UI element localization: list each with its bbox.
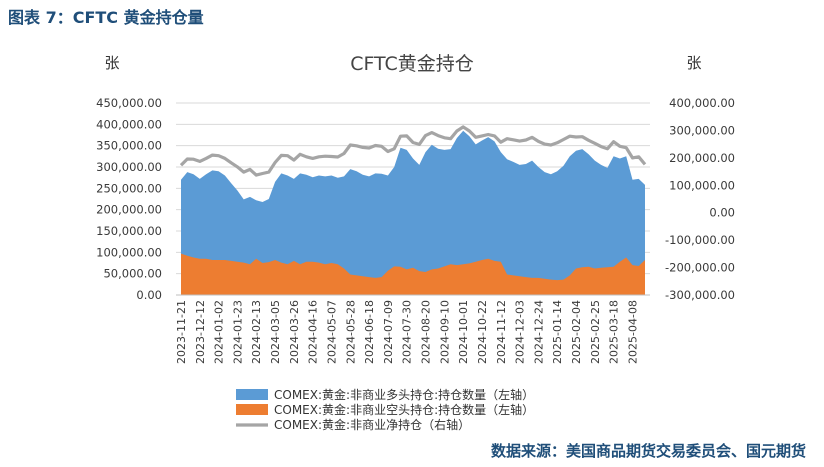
legend-label: COMEX:黄金:非商业净持仓（右轴） <box>274 417 470 432</box>
x-tick-label: 2023-11-21 <box>175 300 188 364</box>
x-tick-label: 2024-12-03 <box>514 300 527 364</box>
x-tick-label: 2025-03-18 <box>608 300 621 364</box>
x-tick-label: 2024-01-02 <box>213 300 226 364</box>
y-left-tick-label: 50,000.00 <box>103 267 162 281</box>
x-tick-label: 2024-09-10 <box>438 300 451 364</box>
x-tick-label: 2024-03-05 <box>269 300 282 364</box>
x-tick-label: 2025-02-25 <box>589 300 602 364</box>
y-right-tick-label: 100,000.00 <box>669 178 735 192</box>
y-left-tick-label: 0.00 <box>136 288 162 302</box>
y-left-tick-label: 200,000.00 <box>96 203 162 217</box>
chart-title: CFTC黄金持仓 <box>350 53 474 75</box>
x-tick-label: 2025-04-08 <box>626 300 639 364</box>
y-left-tick-label: 150,000.00 <box>96 224 162 238</box>
y-right-tick-label: 400,000.00 <box>669 96 735 110</box>
y-right-unit-label: 张 <box>686 54 701 72</box>
y-right-tick-label: -100,000.00 <box>665 233 735 247</box>
y-left-tick-label: 450,000.00 <box>96 96 162 110</box>
x-tick-label: 2024-10-01 <box>457 300 470 364</box>
x-tick-label: 2024-06-18 <box>363 300 376 364</box>
series-line-net <box>179 125 647 177</box>
x-tick-label: 2024-05-28 <box>344 300 357 364</box>
y-right-tick-label: -300,000.00 <box>665 288 735 302</box>
y-left-tick-label: 100,000.00 <box>96 245 162 259</box>
x-tick-label: 2024-07-30 <box>401 300 414 364</box>
series-layer <box>179 125 647 295</box>
series-area-short <box>181 253 645 295</box>
y-left-tick-label: 250,000.00 <box>96 181 162 195</box>
y-right-tick-label: 0.00 <box>709 206 735 220</box>
y-left-tick-label: 300,000.00 <box>96 160 162 174</box>
legend-label: COMEX:黄金:非商业空头持仓:持仓数量（左轴） <box>274 402 534 417</box>
x-tick-label: 2025-01-14 <box>551 300 564 364</box>
y-right-tick-label: -200,000.00 <box>665 261 735 275</box>
axis-layer: 0.00 50,000.00 100,000.00 150,000.00 200,000… <box>96 96 735 364</box>
legend: COMEX:黄金:非商业多头持仓:持仓数量（左轴）COMEX:黄金:非商业空头持… <box>236 387 534 432</box>
x-tick-label: 2024-03-26 <box>288 300 301 364</box>
y-left-tick-label: 400,000.00 <box>96 117 162 131</box>
x-tick-label: 2024-05-07 <box>325 300 338 364</box>
x-tick-label: 2024-08-20 <box>420 300 433 364</box>
x-tick-label: 2024-11-12 <box>495 300 508 364</box>
legend-swatch <box>236 389 268 400</box>
series-area-long <box>181 130 645 295</box>
source-note: 数据来源：美国商品期货交易委员会、国元期货 <box>490 442 806 460</box>
x-tick-label: 2025-02-04 <box>570 300 583 364</box>
y-right-tick-label: 200,000.00 <box>669 151 735 165</box>
x-tick-label: 2024-12-24 <box>532 300 545 364</box>
y-right-tick-label: 300,000.00 <box>669 123 735 137</box>
x-tick-label: 2024-04-16 <box>307 300 320 364</box>
x-tick-label: 2024-10-22 <box>476 300 489 364</box>
x-tick-label: 2023-12-12 <box>194 300 207 364</box>
x-tick-label: 2024-01-23 <box>231 300 244 364</box>
x-tick-label: 2024-07-09 <box>382 300 395 364</box>
y-left-tick-label: 350,000.00 <box>96 139 162 153</box>
legend-label: COMEX:黄金:非商业多头持仓:持仓数量（左轴） <box>274 387 534 402</box>
y-left-unit-label: 张 <box>104 54 119 72</box>
figure-caption: 图表 7：CFTC 黄金持仓量 <box>8 8 204 27</box>
legend-swatch <box>236 404 268 415</box>
x-tick-label: 2024-02-13 <box>250 300 263 364</box>
